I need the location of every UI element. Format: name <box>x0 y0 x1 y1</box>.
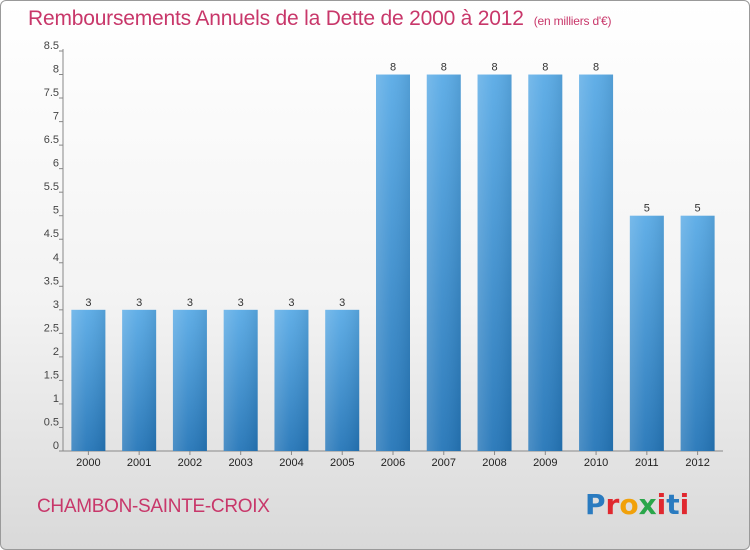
y-tick-label: 8.5 <box>44 40 59 52</box>
y-tick-label: 5.5 <box>44 181 59 193</box>
bar-shine <box>223 309 258 451</box>
logo-letter: i <box>656 488 667 521</box>
x-tick-label: 2007 <box>432 457 456 469</box>
x-tick-label: 2001 <box>127 457 151 469</box>
y-tick-label: 0.5 <box>44 416 59 428</box>
data-label: 8 <box>491 62 497 74</box>
x-tick-label: 2011 <box>635 457 659 469</box>
x-tick-label: 2000 <box>76 457 100 469</box>
bars <box>71 74 715 451</box>
logo-letter: t <box>666 488 680 521</box>
bar-shine <box>579 74 614 451</box>
logo-letter: i <box>679 488 690 521</box>
data-label: 5 <box>695 203 701 215</box>
y-tick-label: 7 <box>53 111 59 123</box>
y-tick-label: 6.5 <box>44 134 59 146</box>
data-label: 3 <box>187 297 193 309</box>
logo-letter: x <box>638 488 657 521</box>
chart-title: Remboursements Annuels de la Dette de 20… <box>28 7 611 31</box>
y-tick-label: 2 <box>53 346 59 358</box>
x-tick-label: 2010 <box>584 457 608 469</box>
bar-shine <box>376 74 410 451</box>
y-tick-label: 4 <box>53 252 59 264</box>
y-tick-label: 7.5 <box>44 87 59 99</box>
x-tick-label: 2006 <box>381 457 405 469</box>
x-tick-label: 2002 <box>178 457 202 469</box>
proxiti-logo: Proxiti <box>585 488 689 521</box>
bar-shine <box>122 309 157 451</box>
y-tick-label: 0 <box>53 440 59 452</box>
bar-shine <box>71 309 106 451</box>
bar-shine <box>426 74 461 451</box>
bar-shine <box>172 309 207 451</box>
y-tick-label: 1.5 <box>44 369 59 381</box>
data-label: 3 <box>238 297 244 309</box>
logo-letter: o <box>619 488 639 521</box>
y-tick-label: 4.5 <box>44 228 59 240</box>
x-tick-label: 2005 <box>330 457 354 469</box>
data-labels: 3 3 3 3 3 3 8 8 8 8 8 5 5 <box>85 62 700 309</box>
y-tick-label: 6 <box>53 158 59 170</box>
data-label: 8 <box>390 62 396 74</box>
data-label: 3 <box>288 297 294 309</box>
data-label: 8 <box>441 62 447 74</box>
y-tick-label: 3.5 <box>44 275 59 287</box>
x-tick-label: 2009 <box>533 457 557 469</box>
logo-letter: P <box>585 488 606 521</box>
data-label: 8 <box>593 62 599 74</box>
chart-subtitle: (en milliers d'€) <box>533 14 612 28</box>
chart-title-text: Remboursements Annuels de la Dette de 20… <box>28 7 524 30</box>
y-tick-label: 1 <box>53 393 59 405</box>
bar-shine <box>629 215 664 451</box>
bar-shine <box>325 309 360 451</box>
data-label: 5 <box>644 203 650 215</box>
logo-letter: r <box>605 488 620 521</box>
data-label: 8 <box>542 62 548 74</box>
data-label: 3 <box>136 297 142 309</box>
bar-shine <box>477 74 512 451</box>
bar-shine <box>680 215 715 451</box>
data-label: 3 <box>339 297 345 309</box>
bar-shine <box>274 309 309 451</box>
x-tick-label: 2003 <box>228 457 252 469</box>
data-label: 3 <box>85 297 91 309</box>
y-tick-label: 8 <box>53 64 59 76</box>
y-tick-label: 2.5 <box>44 322 59 334</box>
x-tick-label: 2004 <box>279 457 303 469</box>
commune-name: CHAMBON-SAINTE-CROIX <box>37 496 270 517</box>
x-tick-label: 2008 <box>482 457 506 469</box>
x-tick-label: 2012 <box>685 457 709 469</box>
y-tick-label: 3 <box>53 299 59 311</box>
y-tick-label: 5 <box>53 205 59 217</box>
bar-shine <box>528 74 563 451</box>
